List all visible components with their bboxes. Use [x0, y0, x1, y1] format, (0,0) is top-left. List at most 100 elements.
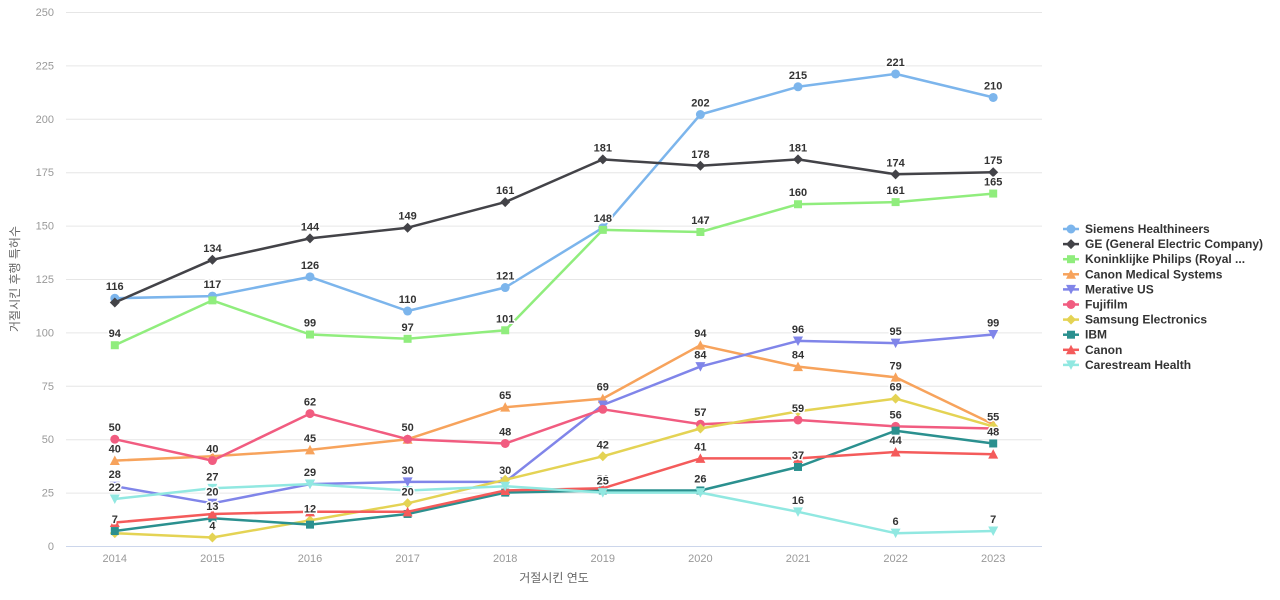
data-label: 59	[792, 403, 804, 415]
series-line	[113, 482, 995, 535]
legend-item-label: Koninklijke Philips (Royal ...	[1085, 252, 1245, 266]
diamond-marker	[500, 197, 511, 208]
data-label: 16	[792, 495, 804, 507]
square-marker	[501, 326, 510, 335]
data-label: 126	[301, 260, 319, 272]
triangle-down-marker	[890, 528, 901, 539]
data-label: 174	[886, 157, 905, 169]
series-line	[113, 408, 995, 462]
legend-item-label: Merative US	[1085, 282, 1154, 296]
y-tick-label: 175	[36, 167, 54, 179]
square-marker	[989, 439, 998, 448]
data-label: 6	[893, 516, 899, 528]
legend-item-siemens-healthineers[interactable]: Siemens Healthineers	[1063, 222, 1210, 236]
data-label: 41	[694, 441, 706, 453]
data-label: 42	[597, 439, 609, 451]
data-label: 210	[984, 80, 1002, 92]
series-data-labels-ibm: 7 13 26 26 37 48	[110, 425, 1001, 528]
legend-item-canon-medical-systems[interactable]: Canon Medical Systems	[1063, 267, 1223, 281]
triangle-down-marker	[988, 330, 999, 340]
data-label: 7	[990, 514, 996, 526]
diamond-marker	[207, 532, 218, 543]
series-line	[113, 343, 995, 462]
triangle-marker	[695, 340, 706, 350]
circle-marker	[793, 82, 803, 92]
data-label: 62	[304, 397, 316, 409]
legend-item-canon[interactable]: Canon	[1063, 343, 1122, 357]
data-label: 148	[594, 213, 612, 225]
data-label: 48	[987, 426, 999, 438]
data-label: 221	[886, 57, 904, 69]
data-label: 147	[691, 215, 709, 227]
x-tick-label: 2019	[591, 553, 615, 565]
square-marker	[794, 462, 802, 471]
series-fujifilm	[110, 404, 998, 466]
triangle-marker	[695, 453, 706, 463]
series-markers-fujifilm	[110, 404, 998, 466]
x-tick-label: 2014	[103, 553, 127, 565]
series-data-labels-fujifilm: 50 40 62 50 48 57 59 56 55	[107, 395, 1001, 457]
data-label: 116	[106, 281, 124, 293]
legend-item-carestream-health[interactable]: Carestream Health	[1063, 358, 1191, 372]
square-marker	[794, 200, 802, 209]
series-markers-ge-general-electric-company	[109, 154, 999, 308]
triangle-marker	[890, 447, 901, 457]
diamond-marker	[988, 167, 999, 178]
y-tick-label: 225	[36, 60, 54, 72]
y-tick-label: 125	[36, 274, 54, 286]
square-marker	[891, 426, 900, 435]
legend-item-merative-us[interactable]: Merative US	[1063, 282, 1154, 296]
data-label: 56	[889, 409, 901, 421]
data-label: 181	[594, 142, 612, 154]
data-label: 121	[496, 271, 514, 283]
data-label: 110	[399, 294, 417, 306]
legend-item-samsung-electronics[interactable]: Samsung Electronics	[1063, 313, 1207, 327]
data-label: 50	[401, 422, 413, 434]
data-label: 22	[109, 482, 121, 494]
legend-item-ibm[interactable]: IBM	[1063, 328, 1107, 342]
triangle-marker	[1066, 344, 1076, 355]
data-label: 79	[889, 360, 901, 372]
triangle-down-marker	[597, 488, 608, 498]
triangle-down-marker	[305, 479, 315, 490]
series-line	[113, 192, 995, 347]
legend-item-koninklijke-philips-royal[interactable]: Koninklijke Philips (Royal ...	[1063, 252, 1245, 266]
y-tick-label: 200	[36, 114, 54, 126]
data-label: 165	[984, 177, 1002, 189]
legend-item-fujifilm[interactable]: Fujifilm	[1063, 298, 1128, 312]
x-tick-label: 2021	[786, 553, 810, 565]
diamond-marker	[1066, 314, 1076, 325]
series-data-labels-samsung-electronics: 4 12 20 42 69	[208, 380, 903, 534]
data-label: 13	[206, 501, 218, 513]
series-carestream-health	[109, 479, 999, 539]
data-label: 37	[792, 450, 804, 462]
triangle-marker	[793, 453, 803, 463]
x-tick-label: 2018	[493, 553, 517, 565]
y-axis-labels: 0 25 50 75 100 125 150 175 200 225 250	[36, 7, 54, 553]
series-markers-koninklijke-philips-royal	[110, 189, 998, 350]
circle-marker	[598, 404, 608, 414]
series-line	[113, 397, 995, 539]
x-tick-label: 2016	[298, 553, 322, 565]
triangle-marker	[793, 361, 803, 372]
data-label: 12	[304, 503, 316, 515]
triangle-down-marker	[695, 362, 706, 372]
data-label: 55	[987, 412, 999, 424]
data-label: 144	[301, 221, 320, 233]
diamond-marker	[597, 451, 608, 462]
diamond-marker	[890, 393, 901, 404]
legend-item-ge-general-electric-company[interactable]: GE (General Electric Company)	[1063, 237, 1263, 251]
square-marker	[306, 520, 314, 529]
legend-item-label: Canon Medical Systems	[1085, 267, 1223, 281]
y-tick-label: 75	[42, 381, 54, 393]
data-label: 7	[112, 514, 118, 526]
y-axis-title: 거절시킨 후행 특허수	[8, 225, 22, 333]
y-tick-label: 0	[48, 541, 54, 553]
series-ge-general-electric-company	[109, 154, 999, 308]
triangle-down-marker	[793, 507, 803, 517]
triangle-down-marker	[695, 488, 706, 498]
triangle-marker	[109, 455, 120, 466]
circle-marker	[500, 438, 510, 448]
circle-marker	[695, 110, 705, 120]
